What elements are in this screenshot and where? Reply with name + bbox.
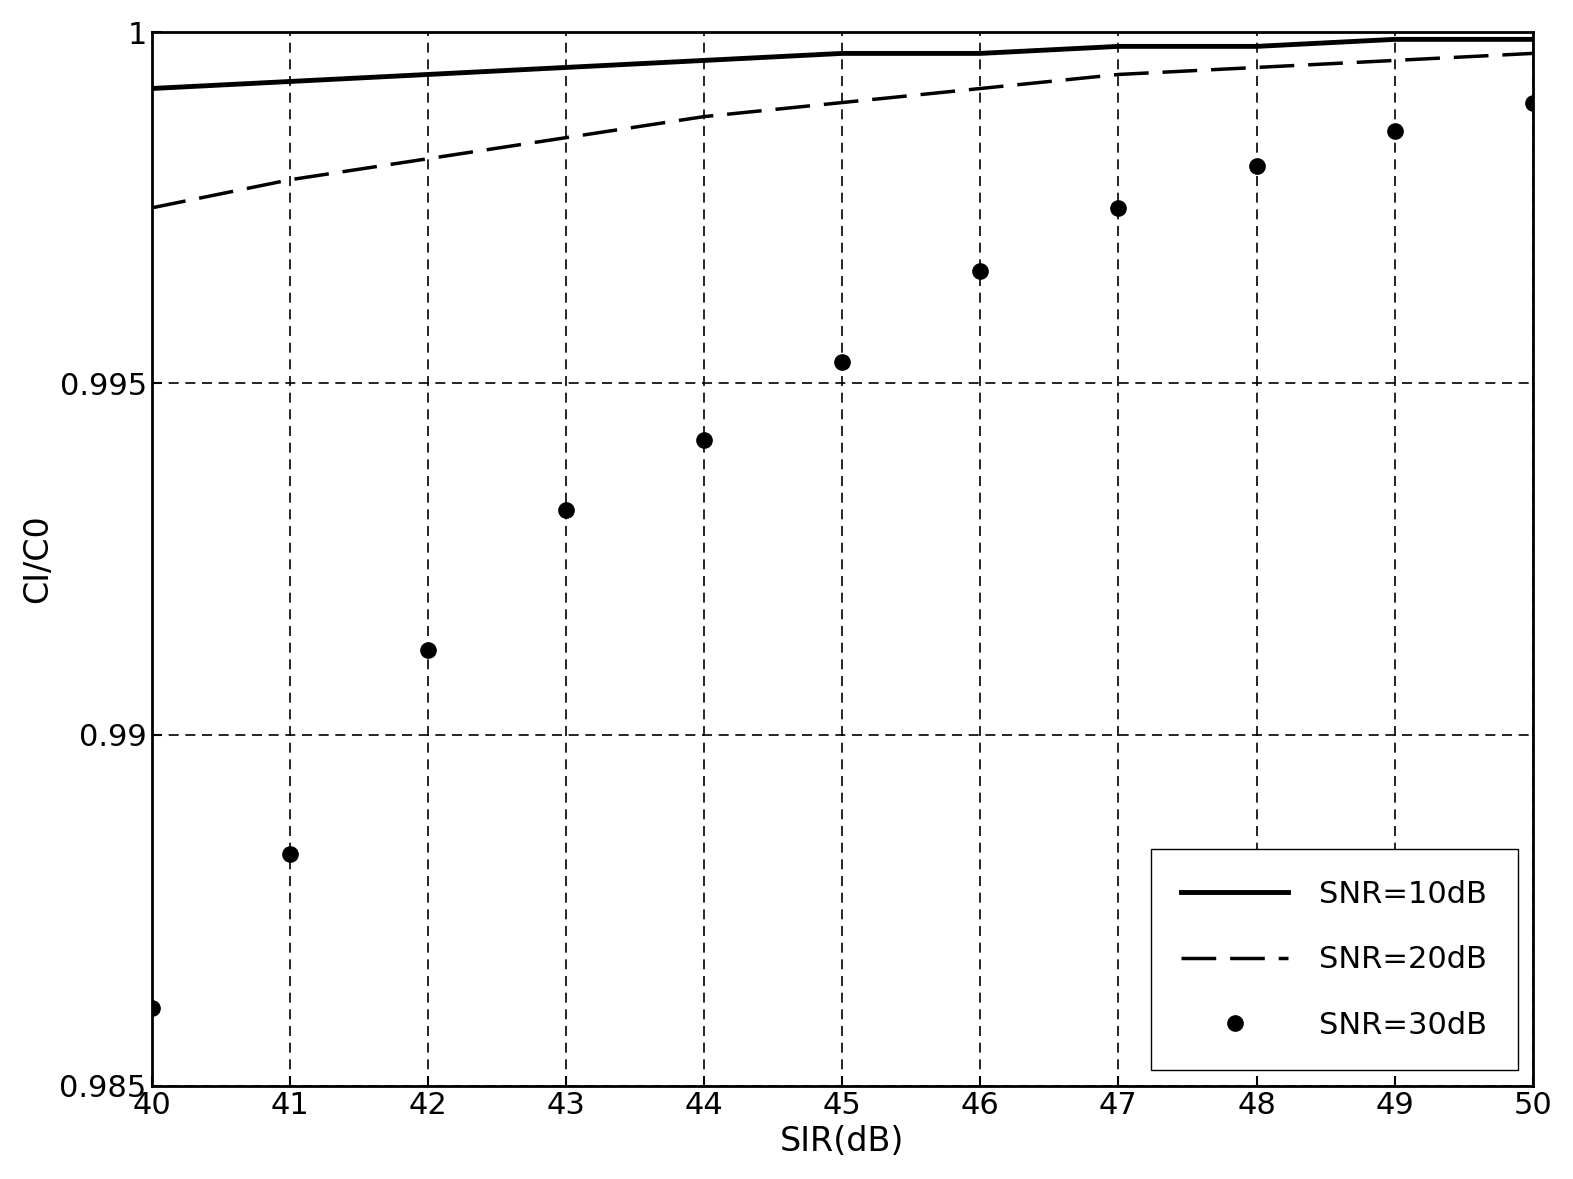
SNR=10dB xyxy=(971,46,989,60)
SNR=10dB xyxy=(557,60,576,74)
SNR=20dB xyxy=(971,81,989,95)
SNR=20dB xyxy=(1386,53,1405,67)
SNR=30dB xyxy=(1386,124,1405,138)
SNR=30dB xyxy=(971,264,989,278)
SNR=30dB xyxy=(142,1001,160,1015)
SNR=10dB xyxy=(280,74,299,88)
SNR=30dB xyxy=(695,433,714,447)
SNR=30dB xyxy=(1109,200,1128,215)
SNR=30dB xyxy=(557,502,576,516)
Line: SNR=30dB: SNR=30dB xyxy=(143,95,1540,1016)
SNR=10dB xyxy=(1386,32,1405,46)
SNR=20dB xyxy=(557,131,576,145)
X-axis label: SIR(dB): SIR(dB) xyxy=(780,1125,904,1158)
SNR=20dB xyxy=(280,173,299,187)
SNR=30dB xyxy=(1523,95,1542,110)
SNR=20dB xyxy=(1523,46,1542,60)
SNR=20dB xyxy=(695,110,714,124)
SNR=20dB xyxy=(142,200,160,215)
SNR=20dB xyxy=(1109,67,1128,81)
SNR=10dB xyxy=(142,81,160,95)
SNR=20dB xyxy=(832,95,851,110)
SNR=10dB xyxy=(418,67,437,81)
Y-axis label: CI/C0: CI/C0 xyxy=(20,515,53,604)
SNR=10dB xyxy=(1247,39,1266,53)
SNR=30dB xyxy=(832,355,851,369)
Legend: SNR=10dB, SNR=20dB, SNR=30dB: SNR=10dB, SNR=20dB, SNR=30dB xyxy=(1151,849,1518,1071)
Line: SNR=10dB: SNR=10dB xyxy=(151,39,1532,88)
SNR=30dB xyxy=(418,644,437,658)
SNR=20dB xyxy=(1247,60,1266,74)
SNR=30dB xyxy=(1247,159,1266,173)
SNR=10dB xyxy=(1523,32,1542,46)
SNR=20dB xyxy=(418,152,437,166)
SNR=30dB xyxy=(280,847,299,861)
SNR=10dB xyxy=(695,53,714,67)
SNR=10dB xyxy=(1109,39,1128,53)
SNR=10dB xyxy=(832,46,851,60)
Line: SNR=20dB: SNR=20dB xyxy=(151,53,1532,208)
